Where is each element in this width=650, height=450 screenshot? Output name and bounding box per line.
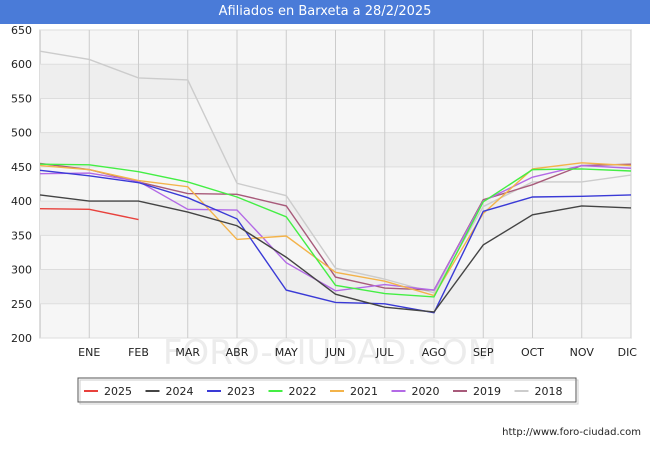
legend-label-2025: 2025 [104,385,132,398]
x-tick-label: MAY [275,346,298,359]
series-lines [39,50,632,314]
x-tick-labels: ENE FEB MAR ABR MAY JUN JUL AGO SEP OCT NOV DIC [78,346,637,359]
y-tick-label: 450 [11,161,32,174]
y-tick-label: 250 [11,298,32,311]
watermark-text: FORO-CIUDAD.COM [163,333,497,373]
x-tick-label: AGO [422,346,447,359]
chart-title: Afiliados en Barxeta a 28/2/2025 [0,0,650,24]
legend-label-2024: 2024 [166,385,194,398]
series-line-2022 [39,163,632,298]
y-tick-label: 200 [11,332,32,345]
series-line-2025 [39,207,139,221]
y-tick-labels: 200 250 300 350 400 450 500 550 600 650 [11,24,32,345]
x-tick-label: JUL [375,346,394,359]
y-tick-label: 600 [11,58,32,71]
series-line-2023 [39,169,632,314]
x-tick-label: NOV [570,346,595,359]
y-tick-label: 650 [11,24,32,37]
legend-box [77,377,577,403]
legend-shadow [79,379,579,405]
y-tick-label: 500 [11,127,32,140]
legend: 2025 2024 2023 2022 2021 2020 2019 2018 [84,385,563,398]
x-tick-label: MAR [175,346,200,359]
x-tick-label: SEP [473,346,494,359]
legend-label-2022: 2022 [289,385,317,398]
x-tick-label: DIC [618,346,638,359]
x-tick-label: OCT [521,346,544,359]
x-tick-label: FEB [128,346,149,359]
legend-label-2018: 2018 [535,385,563,398]
y-tick-label: 550 [11,92,32,105]
series-line-2018 [39,50,632,294]
y-tick-label: 400 [11,195,32,208]
legend-label-2023: 2023 [227,385,255,398]
x-tick-label: JUN [325,346,346,359]
y-tick-label: 300 [11,264,32,277]
legend-label-2020: 2020 [412,385,440,398]
grid [40,29,632,339]
x-tick-label: ENE [78,346,100,359]
legend-label-2019: 2019 [473,385,501,398]
legend-label-2021: 2021 [350,385,378,398]
source-url: http://www.foro-ciudad.com [502,427,641,438]
series-line-2024 [39,194,632,313]
x-tick-label: ABR [226,346,249,359]
y-tick-label: 350 [11,229,32,242]
